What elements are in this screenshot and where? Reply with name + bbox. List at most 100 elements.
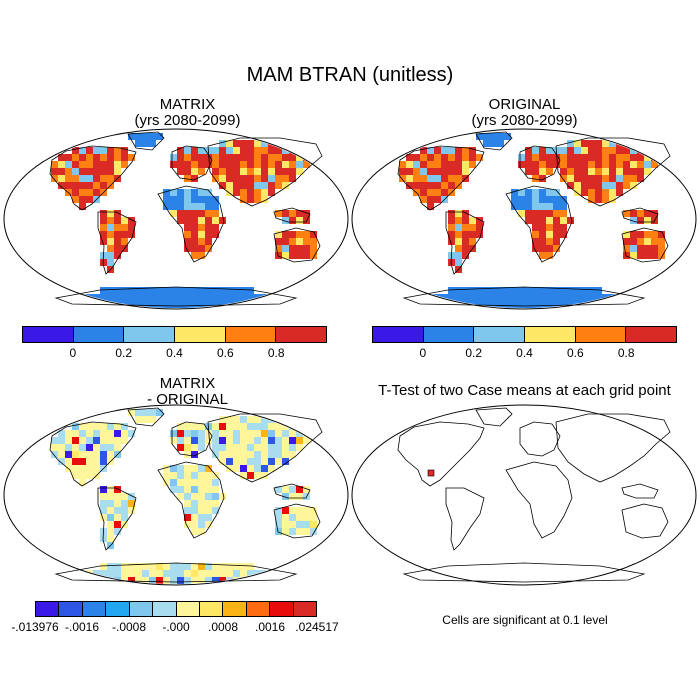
grid-cell [184, 294, 191, 301]
grid-cell [219, 287, 226, 294]
grid-cell [93, 437, 100, 444]
grid-cell [205, 472, 212, 479]
grid-cell [644, 217, 651, 224]
grid-cell [79, 168, 86, 175]
grid-cell [441, 175, 448, 182]
grid-cell [574, 287, 581, 294]
grid-cell [296, 493, 303, 500]
coastline-south-america [97, 487, 137, 551]
grid-cell [156, 563, 163, 570]
grid-cell [198, 577, 205, 584]
grid-cell [455, 245, 462, 252]
grid-cell [219, 416, 226, 423]
grid-cell [198, 294, 205, 301]
grid-cell [205, 500, 212, 507]
grid-cell [51, 168, 58, 175]
grid-cell [525, 294, 532, 301]
grid-cell [107, 500, 114, 507]
grid-cell [177, 161, 184, 168]
grid-cell [525, 168, 532, 175]
coastline-greenland [475, 407, 513, 427]
grid-cell [163, 570, 170, 577]
grid-cell [448, 217, 455, 224]
grid-cell [86, 196, 93, 203]
grid-cell [184, 217, 191, 224]
grid-cell [532, 224, 539, 231]
grid-cell [205, 301, 212, 308]
grid-cell [434, 161, 441, 168]
grid-cell [261, 458, 268, 465]
grid-cell [247, 465, 254, 472]
grid-cell [219, 301, 226, 308]
grid-cell [65, 168, 72, 175]
grid-cell [616, 154, 623, 161]
grid-cell [261, 444, 268, 451]
grid-cell [135, 416, 142, 423]
grid-cell [170, 465, 177, 472]
grid-cell [539, 154, 546, 161]
grid-cell [532, 175, 539, 182]
grid-cell [163, 287, 170, 294]
grid-cell [226, 563, 233, 570]
grid-cell [177, 423, 184, 430]
grid-cell [511, 189, 518, 196]
map-frame [351, 404, 697, 586]
grid-cell [532, 189, 539, 196]
grid-cell [121, 147, 128, 154]
grid-cell [434, 189, 441, 196]
grid-cell [212, 147, 219, 154]
main-title: MAM BTRAN (unitless) [246, 64, 454, 86]
grid-cell [170, 287, 177, 294]
grid-cell [65, 444, 72, 451]
grid-cell [254, 451, 261, 458]
grid-cell [86, 437, 93, 444]
grid-cell [637, 245, 644, 252]
grid-cell [51, 444, 58, 451]
grid-cell [114, 294, 121, 301]
grid-cell [525, 217, 532, 224]
grid-cell [191, 161, 198, 168]
colorbar-tick-label: 0.6 [216, 346, 234, 360]
grid-cell [184, 423, 191, 430]
grid-cell [93, 444, 100, 451]
colorbar-tick-label: 0.4 [516, 346, 533, 360]
grid-cell [574, 182, 581, 189]
grid-cell [93, 294, 100, 301]
grid-cell [637, 168, 644, 175]
grid-cell [303, 486, 310, 493]
grid-cell [289, 175, 296, 182]
grid-cell [282, 238, 289, 245]
grid-cell [107, 486, 114, 493]
grid-cell [163, 301, 170, 308]
grid-cell [100, 570, 107, 577]
grid-cell [93, 175, 100, 182]
grid-cell [72, 423, 79, 430]
grid-cell [539, 252, 546, 259]
coastline-europe [171, 421, 213, 457]
grid-cell [198, 570, 205, 577]
grid-cell [86, 147, 93, 154]
grid-cell [560, 168, 567, 175]
grid-cell [212, 486, 219, 493]
grid-cell [504, 301, 511, 308]
grid-cell [142, 140, 149, 147]
grid-cell [511, 287, 518, 294]
grid-cell [546, 189, 553, 196]
grid-cell [219, 577, 226, 584]
grid-cell [441, 189, 448, 196]
grid-cell [532, 238, 539, 245]
grid-cell [191, 479, 198, 486]
grid-cell [79, 479, 86, 486]
grid-cell [107, 154, 114, 161]
grid-cell [595, 147, 602, 154]
grid-cell [177, 472, 184, 479]
grid-cell [553, 217, 560, 224]
grid-cell [420, 182, 427, 189]
grid-cell [296, 423, 303, 430]
grid-cell [289, 161, 296, 168]
grid-cell [107, 217, 114, 224]
grid-cell [476, 224, 483, 231]
grid-cell [205, 514, 212, 521]
grid-cell [170, 154, 177, 161]
grid-cell [511, 294, 518, 301]
